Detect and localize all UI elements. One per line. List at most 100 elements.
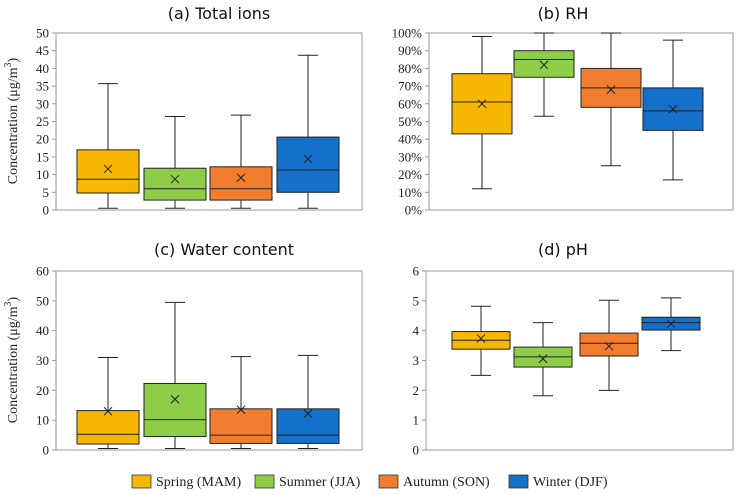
y-tick-label: 40 xyxy=(36,323,49,338)
box-summer xyxy=(513,322,573,397)
y-axis-label-sup-total-ions: 3 xyxy=(3,62,14,67)
box-iqr xyxy=(513,50,575,78)
y-tick-label: 25 xyxy=(36,114,49,129)
y-tick-label: 70% xyxy=(398,79,422,94)
legend-label-spring: Spring (MAM) xyxy=(156,475,242,490)
mean-marker xyxy=(303,154,313,164)
mean-marker xyxy=(303,409,313,418)
box-spring xyxy=(451,305,511,376)
y-tick-label: 0 xyxy=(413,443,420,458)
mean-marker xyxy=(604,341,614,351)
y-tick-label: 20% xyxy=(398,167,422,182)
y-tick-label: 2 xyxy=(413,383,420,398)
box-autumn xyxy=(209,114,273,209)
y-tick-label: 50 xyxy=(36,293,49,308)
mean-marker xyxy=(236,405,246,415)
mean-marker xyxy=(236,173,246,183)
box-spring xyxy=(451,36,513,190)
plot-frame-ph xyxy=(425,270,734,451)
legend-swatch-spring xyxy=(131,474,152,489)
legend-swatch-summer xyxy=(254,474,275,489)
mean-marker xyxy=(170,174,180,184)
legend-label-autumn: Autumn (SON) xyxy=(403,475,490,490)
mean-marker xyxy=(476,334,486,343)
y-tick-label: 20 xyxy=(36,132,49,147)
y-tick-label: 10% xyxy=(398,185,422,200)
box-iqr xyxy=(76,410,140,445)
y-tick-label: 10 xyxy=(36,413,49,428)
legend: Spring (MAM) Summer (JJA) Autumn (SON) W… xyxy=(131,474,608,490)
y-tick-label: 60% xyxy=(398,96,422,111)
box-iqr xyxy=(76,149,140,194)
y-axis-label-close-total-ions: ) xyxy=(6,57,21,62)
y-axis-label-sup-water-content: 3 xyxy=(3,301,14,306)
boxes-total-ions xyxy=(76,54,340,209)
box-winter xyxy=(641,297,701,352)
mean-marker xyxy=(668,104,678,114)
boxes-rh xyxy=(451,32,704,190)
y-tick-label: 10 xyxy=(36,167,49,182)
y-tick-label: 15 xyxy=(36,149,49,164)
y-ticks-ph: 0 1 2 3 4 5 6 xyxy=(413,264,426,458)
y-tick-label: 30 xyxy=(36,96,49,111)
mean-marker xyxy=(477,99,487,109)
box-iqr xyxy=(276,136,340,193)
panel-title-total-ions: (a) Total ions xyxy=(168,4,271,23)
y-ticks-total-ions: 0 5 10 15 20 25 30 35 40 45 50 xyxy=(36,26,56,218)
box-spring xyxy=(76,83,140,209)
y-tick-label: 40% xyxy=(398,132,422,147)
boxes-water-content xyxy=(76,301,340,450)
box-iqr xyxy=(143,167,207,201)
y-tick-label: 4 xyxy=(413,323,420,338)
y-tick-label: 5 xyxy=(43,185,50,200)
y-axis-label-close-water-content: ) xyxy=(6,296,21,301)
panel-rh: (b) RH 0% 10% 20% 30% 40% 50% 60% 70% 80% 90% 100% xyxy=(392,4,734,218)
box-iqr xyxy=(276,408,340,444)
box-winter xyxy=(642,39,704,181)
y-tick-label: 0 xyxy=(43,203,50,218)
panel-total-ions: (a) Total ions 0 5 10 15 20 25 30 35 40 45 50 Conc… xyxy=(3,4,363,218)
y-tick-label: 50 xyxy=(36,26,49,41)
mean-marker xyxy=(606,85,616,94)
mean-marker xyxy=(103,406,113,416)
y-axis-label-total-ions: Concentration (μg/m3) xyxy=(3,57,21,184)
panel-title-water-content: (c) Water content xyxy=(154,240,294,259)
y-ticks-water-content: 0 10 20 30 40 50 60 xyxy=(36,264,56,458)
y-tick-label: 0 xyxy=(43,443,50,458)
y-tick-label: 3 xyxy=(413,353,420,368)
y-tick-label: 40 xyxy=(36,61,49,76)
panel-title-rh: (b) RH xyxy=(538,4,589,23)
box-autumn xyxy=(579,299,639,391)
y-tick-label: 100% xyxy=(392,26,423,41)
legend-label-summer: Summer (JJA) xyxy=(279,475,361,490)
y-tick-label: 60 xyxy=(36,264,49,279)
y-tick-label: 1 xyxy=(413,413,420,428)
y-axis-label-text-total-ions: Concentration (μg/m xyxy=(6,67,21,184)
box-summer xyxy=(513,32,575,117)
box-autumn xyxy=(209,356,273,450)
y-tick-label: 5 xyxy=(413,293,420,308)
box-summer xyxy=(143,301,207,450)
mean-marker xyxy=(538,354,548,364)
legend-label-winter: Winter (DJF) xyxy=(533,475,608,490)
y-tick-label: 35 xyxy=(36,79,49,94)
y-tick-label: 80% xyxy=(398,61,422,76)
box-autumn xyxy=(580,32,642,167)
legend-swatch-winter xyxy=(508,474,529,489)
y-tick-label: 6 xyxy=(413,264,420,279)
panel-ph: (d) pH 0 1 2 3 4 5 6 xyxy=(413,240,734,458)
box-iqr xyxy=(579,332,639,357)
mean-marker xyxy=(103,164,113,174)
panel-water-content: (c) Water content 0 10 20 30 40 50 60 Concentr… xyxy=(3,240,363,458)
box-winter xyxy=(276,354,340,450)
mean-marker xyxy=(539,60,549,70)
y-tick-label: 45 xyxy=(36,43,49,58)
y-axis-label-text-water-content: Concentration (μg/m xyxy=(6,306,21,423)
y-axis-label-water-content: Concentration (μg/m3) xyxy=(3,296,21,423)
y-tick-label: 20 xyxy=(36,383,49,398)
box-summer xyxy=(143,116,207,209)
y-ticks-rh: 0% 10% 20% 30% 40% 50% 60% 70% 80% 90% 100% xyxy=(392,26,429,218)
y-tick-label: 30% xyxy=(398,149,422,164)
box-iqr xyxy=(209,408,273,444)
